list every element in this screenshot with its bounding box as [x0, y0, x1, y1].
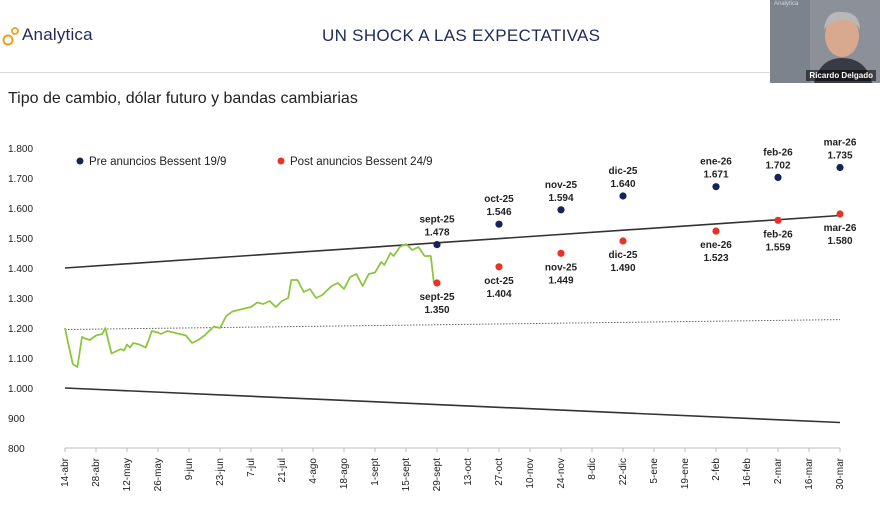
y-tick-label: 1.800 [8, 144, 33, 155]
y-tick-label: 1.000 [8, 384, 33, 395]
x-tick-label: 27-oct [494, 458, 505, 486]
post-futures-month-label: dic-25 [609, 250, 638, 261]
post-futures-point [774, 216, 782, 224]
brand-logo: Analytica [2, 22, 93, 48]
x-tick-label: 7-jul [246, 458, 257, 477]
post-futures-point [557, 249, 565, 257]
post-futures-month-label: sept-25 [419, 292, 454, 303]
header-divider [0, 72, 770, 73]
post-futures-value-label: 1.559 [765, 242, 790, 253]
pre-futures-point [557, 206, 565, 214]
legend-post-marker [277, 157, 285, 165]
x-tick-label: 18-ago [339, 458, 350, 490]
x-tick-label: 8-dic [587, 458, 598, 480]
x-tick-label: 1-sept [370, 458, 381, 486]
post-futures-month-label: ene-26 [700, 240, 732, 251]
pre-futures-month-label: oct-25 [484, 194, 514, 205]
exchange-rate-chart: 1.800 1.700 1.600 1.500 1.400 1.300 1.200 1.100… [8, 138, 857, 492]
y-tick-label: 1.600 [8, 204, 33, 215]
legend-pre-label: Pre anuncios Bessent 19/9 [89, 156, 226, 168]
slide-header: Analytica UN SHOCK A LAS EXPECTATIVAS [0, 0, 880, 73]
y-tick-label: 1.700 [8, 174, 33, 185]
y-tick-label: 900 [8, 414, 25, 425]
pre-futures-value-label: 1.640 [610, 179, 635, 190]
pre-futures-point [495, 220, 503, 228]
y-tick-label: 1.200 [8, 324, 33, 335]
pre-futures-point [433, 241, 441, 249]
post-futures-value-label: 1.523 [703, 253, 728, 264]
presenter-webcam: Analytica Ricardo Delgado [770, 0, 880, 83]
pre-futures-point [774, 173, 782, 181]
post-futures-point [836, 210, 844, 218]
band-line [64, 387, 841, 424]
y-tick-label: 1.400 [8, 264, 33, 275]
post-futures-point [433, 279, 441, 287]
x-tick-label: 16-feb [742, 458, 753, 487]
x-tick-label: 29-sept [432, 458, 443, 492]
pre-futures-value-label: 1.735 [827, 151, 852, 162]
x-tick-label: 14-abr [60, 457, 71, 487]
post-futures-month-label: nov-25 [545, 262, 578, 273]
post-futures-month-label: oct-25 [484, 276, 514, 287]
post-futures-point [712, 227, 720, 235]
y-tick-label: 1.100 [8, 354, 33, 365]
pre-futures-value-label: 1.546 [486, 207, 511, 218]
analytica-logo-icon [2, 22, 20, 48]
x-tick-label: 16-mar [804, 457, 815, 489]
y-tick-label: 800 [8, 444, 25, 455]
pre-futures-month-label: ene-26 [700, 157, 732, 168]
presenter-video-icon [770, 0, 880, 83]
post-futures-value-label: 1.490 [610, 263, 635, 274]
x-tick-label: 5-ene [649, 458, 660, 484]
pre-futures-value-label: 1.478 [424, 228, 449, 239]
pre-futures-point [619, 192, 627, 200]
presenter-name: Ricardo Delgado [806, 70, 876, 81]
pre-futures-month-label: feb-26 [763, 147, 793, 158]
post-futures-value-label: 1.449 [548, 275, 573, 286]
post-futures-value-label: 1.404 [486, 289, 511, 300]
pre-futures-point [836, 163, 844, 172]
post-futures-month-label: feb-26 [763, 229, 793, 240]
spot-rate-line [64, 243, 435, 368]
webcam-brand: Analytica [774, 1, 799, 7]
post-futures-point [619, 237, 627, 245]
x-tick-label: 4-ago [308, 458, 319, 484]
x-tick-label: 28-abr [91, 457, 102, 487]
x-tick-label: 15-sept [401, 458, 412, 492]
post-futures-month-label: mar-26 [824, 223, 857, 234]
x-tick-label: 21-jul [277, 458, 288, 482]
x-tick-label: 10-nov [525, 458, 536, 489]
legend-pre-marker [76, 157, 84, 165]
post-futures-value-label: 1.580 [827, 236, 852, 247]
pre-futures-point [712, 183, 720, 191]
x-tick-label: 2-mar [773, 457, 784, 484]
y-tick-label: 1.500 [8, 234, 33, 245]
post-futures-point [495, 263, 503, 271]
x-tick-label: 13-oct [463, 458, 474, 486]
x-tick-label: 30-mar [835, 457, 846, 489]
x-tick-label: 12-may [122, 458, 133, 491]
pre-futures-value-label: 1.594 [548, 193, 573, 204]
x-tick-label: 22-dic [618, 458, 629, 485]
pre-futures-month-label: sept-25 [419, 215, 454, 226]
pre-futures-value-label: 1.702 [765, 160, 790, 171]
y-tick-label: 1.300 [8, 294, 33, 305]
x-tick-label: 23-jun [215, 458, 226, 486]
pre-futures-month-label: nov-25 [545, 180, 578, 191]
x-tick-label: 24-nov [556, 458, 567, 489]
x-tick-label: 2-feb [711, 458, 722, 481]
post-futures-value-label: 1.350 [424, 305, 449, 316]
pre-futures-month-label: dic-25 [609, 166, 638, 177]
band-line [64, 214, 841, 269]
pre-futures-month-label: mar-26 [824, 138, 857, 149]
chart-title: Tipo de cambio, dólar futuro y bandas ca… [8, 90, 358, 107]
x-tick-label: 26-may [153, 458, 164, 491]
slide-title: UN SHOCK A LAS EXPECTATIVAS [322, 26, 601, 45]
x-tick-label: 19-ene [680, 458, 691, 490]
legend-post-label: Post anuncios Bessent 24/9 [290, 156, 433, 168]
brand-name: Analytica [22, 25, 93, 44]
reference-dotted-line [64, 319, 841, 330]
pre-futures-value-label: 1.671 [703, 170, 728, 181]
x-tick-label: 9-jun [184, 458, 195, 480]
